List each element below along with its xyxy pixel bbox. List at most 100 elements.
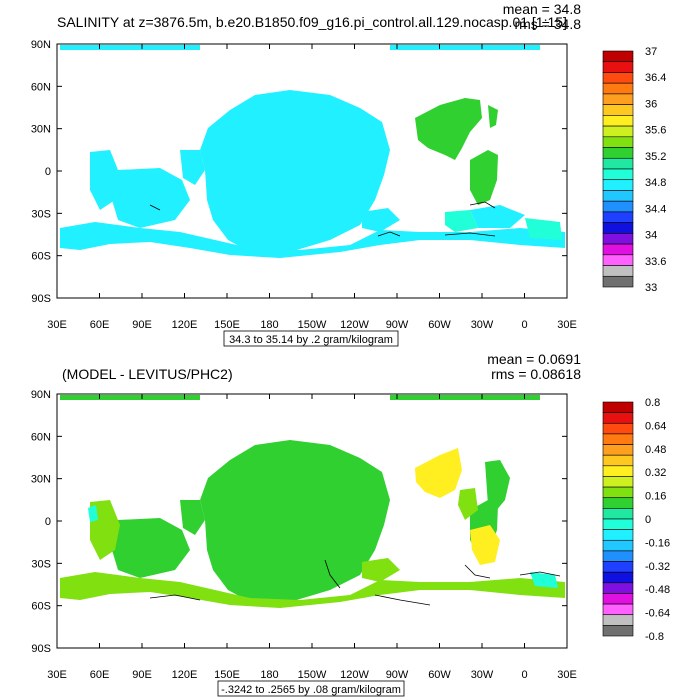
lon-tick-label: 150W [298,669,327,681]
colorbar-swatch [602,486,634,499]
colorbar-label: 0.32 [645,467,666,479]
colorbar-label: 0.16 [645,491,666,503]
colorbar-swatch [602,582,634,594]
colorbar-swatch [602,275,634,288]
colorbar-label: -0.48 [645,584,670,596]
colorbar-label: 36 [645,98,657,110]
panel-1-teal-fill [445,210,562,240]
colorbar-swatch [602,593,634,605]
colorbar-swatch [602,476,634,488]
panel-2-lightgreen-fill [60,488,565,608]
colorbar-label: 35.6 [645,125,666,137]
panel-1-title: SALINITY at z=3876.5m, b.e20.B1850.f09_g… [57,14,567,30]
lon-tick-label: 180 [260,669,278,681]
lat-tick-label: 90N [31,389,51,401]
colorbar-label: 0.48 [645,444,666,456]
panel-1-range-box [223,330,399,347]
panel-2-cyan-fill [88,505,558,588]
panel-2-map [56,393,568,649]
colorbar-swatch [602,550,634,562]
colorbar-swatch [602,614,634,626]
colorbar-swatch [602,104,634,116]
lon-tick-label: 120E [172,319,198,331]
colorbar-label: 34 [645,230,657,242]
panel-2-contours [149,559,561,606]
colorbar-swatch [602,571,634,584]
colorbar-label: -0.8 [645,631,664,643]
lon-tick-label: 120W [340,319,369,331]
lat-tick-label: 90S [31,293,51,305]
colorbar-swatch [602,61,634,73]
colorbar-swatch [602,211,634,223]
lon-tick-label: 150E [214,669,240,681]
lat-tick-label: 30S [31,558,51,570]
lon-tick-label: 90E [132,669,152,681]
colorbar-swatch [602,136,634,148]
lon-tick-label: 60E [90,669,110,681]
panel-2-green-fill [60,395,540,602]
colorbar-swatch [602,401,634,413]
colorbar-swatch [602,200,634,213]
lat-tick-label: 60N [31,81,51,93]
colorbar-swatch [602,561,634,573]
lat-tick-label: 90S [31,643,51,655]
colorbar-swatch [602,157,634,170]
colorbar-swatch [602,518,634,530]
colorbar-swatch [602,625,634,637]
lon-tick-label: 120E [172,669,198,681]
colorbar-swatch [602,168,634,181]
panel-1-ocean-fill [60,45,565,258]
colorbar-swatch [602,243,634,256]
colorbar-label: -0.64 [645,608,670,620]
colorbar-swatch [602,422,634,435]
lat-tick-label: 30S [31,208,51,220]
lat-tick-label: 90N [31,39,51,51]
panel-2-lon-axis: 30E 60E 90E 120E 150E 180 150W 120W 90W 60W 30W 0 30… [47,669,577,681]
lon-tick-label: 30W [471,319,494,331]
lon-tick-label: 30W [471,669,494,681]
colorbar-swatch [602,93,634,105]
colorbar-label: -0.16 [645,537,670,549]
panel-1-ticks [56,43,568,299]
panel-1-colorbar: 37 36.4 36 35.6 35.2 34.8 34.4 34 33.6 33 [602,46,666,294]
lat-tick-label: 0 [45,166,51,178]
colorbar-swatch [602,147,634,159]
colorbar-label: 34.8 [645,177,666,189]
panel-2-mean: mean = 0.0691 [487,351,581,367]
lon-tick-label: 30E [47,669,67,681]
colorbar-swatch [602,50,634,63]
lat-tick-label: 60S [31,251,51,263]
panel-1-map [56,43,568,299]
colorbar-label: 0.8 [645,397,660,409]
lon-tick-label: 90W [386,669,409,681]
colorbar-swatch [602,233,634,245]
colorbar-swatch [602,190,634,202]
panel-2-range-label: -.3242 to .2565 by .08 gram/kilogram [221,684,401,696]
colorbar-swatch [602,497,634,509]
lon-tick-label: 150E [214,319,240,331]
panel-2-yellow-fill [415,448,500,565]
colorbar-swatch [602,72,634,84]
panel-1-atlantic-fill [415,98,498,205]
lon-tick-label: 30E [557,319,577,331]
panel-1-lat-axis: 90N 60N 30N 0 30S 60S 90S [31,39,51,305]
lon-tick-label: 90E [132,319,152,331]
lon-tick-label: 0 [521,319,527,331]
colorbar-label: 33 [645,282,657,294]
panel-salinity: SALINITY at z=3876.5m, b.e20.B1850.f09_g… [31,1,666,347]
panel-1-mean: mean = 34.8 [503,1,581,17]
panel-2-ticks [56,393,568,649]
colorbar-label: 35.2 [645,151,666,163]
lat-tick-label: 0 [45,516,51,528]
colorbar-swatch [602,444,634,456]
colorbar-label: -0.32 [645,561,670,573]
colorbar-label: 0 [645,514,651,526]
lat-tick-label: 30N [31,124,51,136]
colorbar-label: 33.6 [645,256,666,268]
panel-2-title: (MODEL - LEVITUS/PHC2) [62,366,233,382]
panel-1-range-label: 34.3 to 35.14 by .2 gram/kilogram [229,334,393,346]
colorbar-swatch [602,603,634,616]
panel-2-colorbar: 0.8 0.64 0.48 0.32 0.16 0 -0.16 -0.32 -0.48 -0.64… [602,397,670,643]
lon-tick-label: 180 [260,319,278,331]
